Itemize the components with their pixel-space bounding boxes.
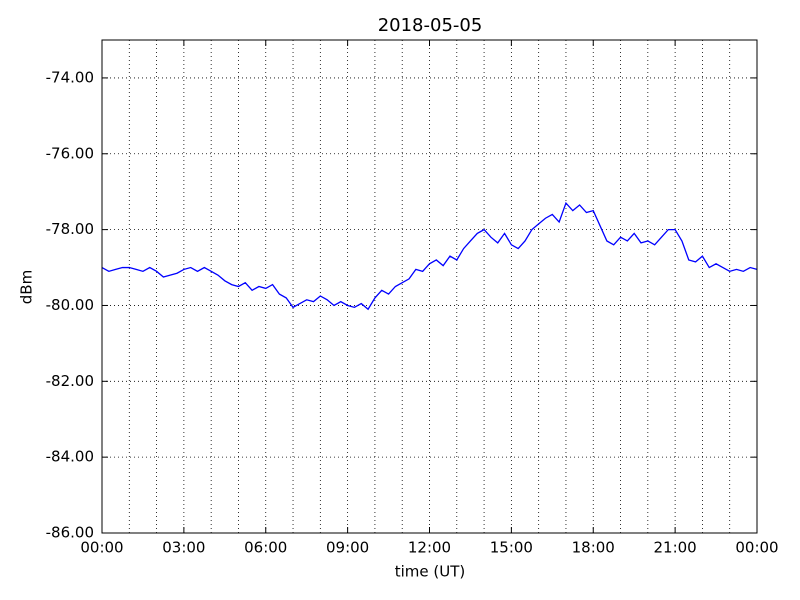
y-tick-label: -86.00 <box>46 524 94 542</box>
x-tick-label: 09:00 <box>326 539 369 557</box>
chart-title: 2018-05-05 <box>378 15 483 36</box>
x-tick-label: 18:00 <box>572 539 615 557</box>
y-axis-label: dBm <box>18 270 36 304</box>
x-axis-label: time (UT) <box>395 563 466 581</box>
y-tick-label: -82.00 <box>46 372 94 390</box>
x-tick-label: 00:00 <box>735 539 778 557</box>
y-tick-label: -78.00 <box>46 220 94 238</box>
data-line <box>101 201 758 311</box>
x-tick-label: 06:00 <box>244 539 287 557</box>
x-tick-label: 12:00 <box>408 539 451 557</box>
y-tick-label: -76.00 <box>46 144 94 162</box>
x-tick-label: 21:00 <box>654 539 697 557</box>
plot-frame <box>101 39 758 534</box>
y-tick-label: -84.00 <box>46 448 94 466</box>
x-tick-label: 15:00 <box>490 539 533 557</box>
x-tick-label: 00:00 <box>80 539 123 557</box>
y-tick-label: -80.00 <box>46 296 94 314</box>
x-tick-label: 03:00 <box>162 539 205 557</box>
y-tick-label: -74.00 <box>46 68 94 86</box>
